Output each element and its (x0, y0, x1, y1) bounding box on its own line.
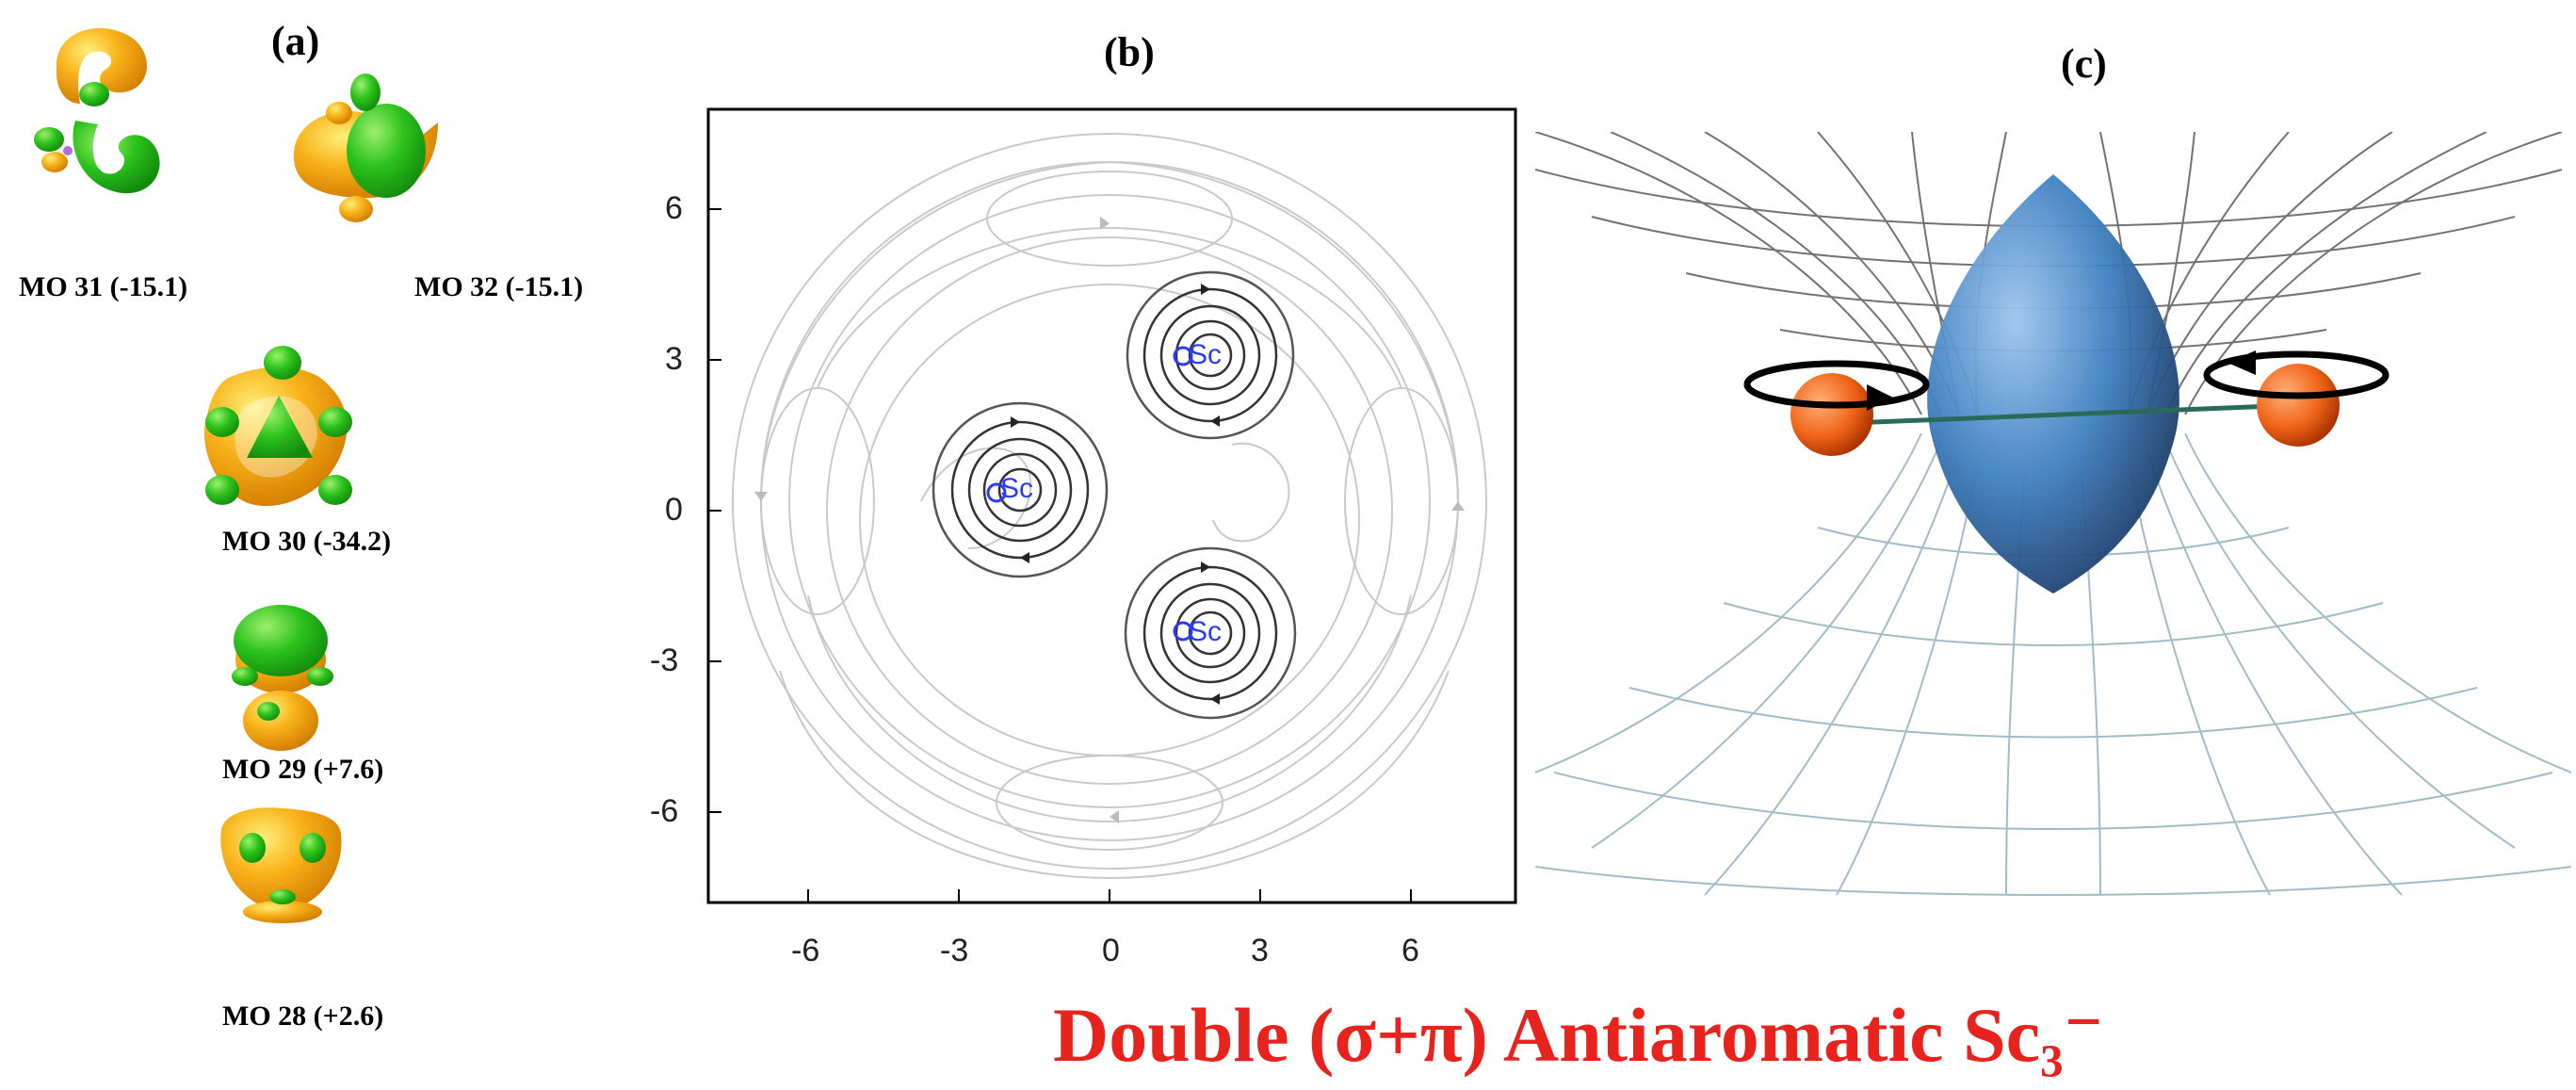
atom-label-sc-left: Sc (1000, 473, 1034, 504)
atom-label-sc-lower: Sc (1189, 616, 1223, 647)
y-tick-label: -6 (650, 793, 679, 829)
x-tick-label: 0 (1102, 933, 1120, 968)
mo29-orbital-image (232, 605, 333, 751)
panel-a-orbitals (34, 28, 438, 923)
figure-caption: Double (σ+π) Antiaromatic Sc₃⁻ (1053, 992, 2104, 1078)
x-tick-label: -3 (940, 933, 969, 968)
y-tick-label: 0 (665, 492, 683, 528)
panel-c-label: (c) (2061, 41, 2107, 87)
mo31-label: MO 31 (-15.1) (19, 271, 188, 302)
y-tick-label: 6 (665, 190, 683, 226)
mo28-label: MO 28 (+2.6) (222, 1001, 384, 1032)
atom-marker-left (986, 482, 1007, 503)
mo28-orbital-image (220, 807, 342, 923)
panel-a-label: (a) (271, 18, 320, 64)
mo32-orbital-image (293, 73, 438, 222)
atom-label-sc-upper: Sc (1189, 339, 1223, 370)
panel-b-label: (b) (1104, 29, 1155, 75)
mo29-label: MO 29 (+7.6) (222, 754, 384, 785)
y-tick-label: 3 (665, 341, 683, 377)
mo32-label: MO 32 (-15.1) (414, 271, 584, 302)
x-tick-label: 6 (1401, 933, 1419, 968)
central-torus (1927, 174, 2179, 594)
right-atom-sphere (2203, 350, 2390, 447)
plot-frame (706, 107, 1517, 904)
bond-line (1826, 402, 2299, 427)
x-tick-label: 3 (1251, 933, 1269, 968)
atom-markers (1173, 346, 1193, 642)
mo31-orbital-image (34, 28, 160, 194)
left-atom-sphere (1743, 360, 1930, 456)
x-tick-label: -6 (791, 933, 820, 968)
panel-b-streamline-plot (706, 107, 1517, 904)
y-tick-label: -3 (650, 643, 679, 678)
mo30-label: MO 30 (-34.2) (222, 526, 392, 557)
mo30-orbital-image (203, 346, 352, 507)
panel-c-3d-illustration (1535, 132, 2571, 896)
vortex-upper-right (1126, 270, 1295, 440)
